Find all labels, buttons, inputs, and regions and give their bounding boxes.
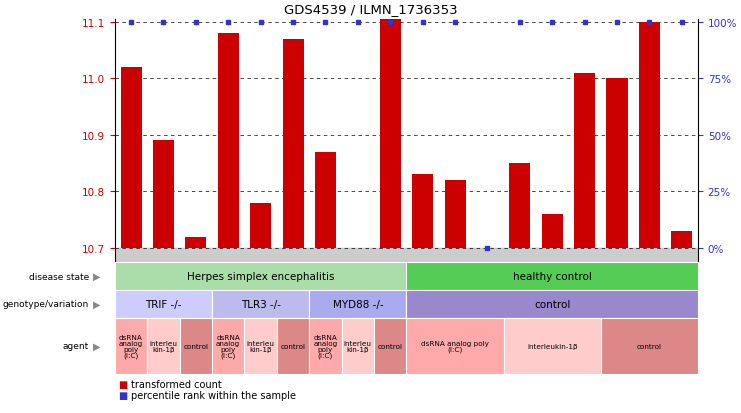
Text: interleu
kin-1β: interleu kin-1β xyxy=(247,340,275,352)
Bar xyxy=(309,318,342,374)
Bar xyxy=(406,262,698,290)
Bar xyxy=(574,74,595,248)
Text: control: control xyxy=(281,343,305,349)
Text: ■: ■ xyxy=(119,380,127,389)
Text: interleu
kin-1β: interleu kin-1β xyxy=(344,340,372,352)
Bar xyxy=(406,290,698,318)
Bar xyxy=(342,318,374,374)
Bar xyxy=(185,237,207,248)
Text: genotype/variation: genotype/variation xyxy=(3,300,89,309)
Bar xyxy=(639,23,660,248)
Bar xyxy=(379,17,401,248)
Bar xyxy=(277,318,309,374)
Bar xyxy=(115,290,212,318)
Text: control: control xyxy=(183,343,208,349)
Text: GDS4539 / ILMN_1736353: GDS4539 / ILMN_1736353 xyxy=(284,3,457,17)
Bar xyxy=(115,248,698,259)
Text: healthy control: healthy control xyxy=(513,271,591,281)
Text: Herpes simplex encephalitis: Herpes simplex encephalitis xyxy=(187,271,334,281)
Bar xyxy=(212,318,245,374)
Text: control: control xyxy=(637,343,662,349)
Text: dsRNA analog poly
(I:C): dsRNA analog poly (I:C) xyxy=(421,340,489,352)
Bar xyxy=(245,318,277,374)
Text: agent: agent xyxy=(63,342,89,351)
Bar xyxy=(212,290,309,318)
Text: ▶: ▶ xyxy=(93,271,100,281)
Text: transformed count: transformed count xyxy=(131,380,222,389)
Bar xyxy=(309,290,406,318)
Text: dsRNA
analog
poly
(I:C): dsRNA analog poly (I:C) xyxy=(216,334,240,358)
Bar xyxy=(504,318,601,374)
Bar xyxy=(115,318,147,374)
Bar xyxy=(282,40,304,248)
Text: ■: ■ xyxy=(119,390,127,400)
Text: percentile rank within the sample: percentile rank within the sample xyxy=(131,390,296,400)
Bar xyxy=(121,68,142,248)
Text: disease state: disease state xyxy=(29,272,89,281)
Text: control: control xyxy=(534,299,571,309)
Bar xyxy=(250,203,271,248)
Bar xyxy=(445,180,465,248)
Text: dsRNA
analog
poly
(I:C): dsRNA analog poly (I:C) xyxy=(313,334,338,358)
Bar xyxy=(406,318,504,374)
Bar xyxy=(601,318,698,374)
Bar xyxy=(606,79,628,248)
Text: MYD88 -/-: MYD88 -/- xyxy=(333,299,383,309)
Bar xyxy=(147,318,179,374)
Bar xyxy=(509,164,531,248)
Text: control: control xyxy=(378,343,403,349)
Bar xyxy=(153,141,174,248)
Bar xyxy=(315,152,336,248)
Bar xyxy=(115,262,406,290)
Text: interleukin-1β: interleukin-1β xyxy=(527,343,577,349)
Text: interleu
kin-1β: interleu kin-1β xyxy=(150,340,177,352)
Text: ▶: ▶ xyxy=(93,299,100,309)
Bar xyxy=(542,214,562,248)
Bar xyxy=(671,231,692,248)
Bar xyxy=(218,34,239,248)
Text: ▶: ▶ xyxy=(93,341,100,351)
Bar xyxy=(179,318,212,374)
Text: dsRNA
analog
poly
(I:C): dsRNA analog poly (I:C) xyxy=(119,334,143,358)
Text: TLR3 -/-: TLR3 -/- xyxy=(241,299,281,309)
Text: TRIF -/-: TRIF -/- xyxy=(145,299,182,309)
Bar xyxy=(412,175,433,248)
Bar xyxy=(374,318,406,374)
